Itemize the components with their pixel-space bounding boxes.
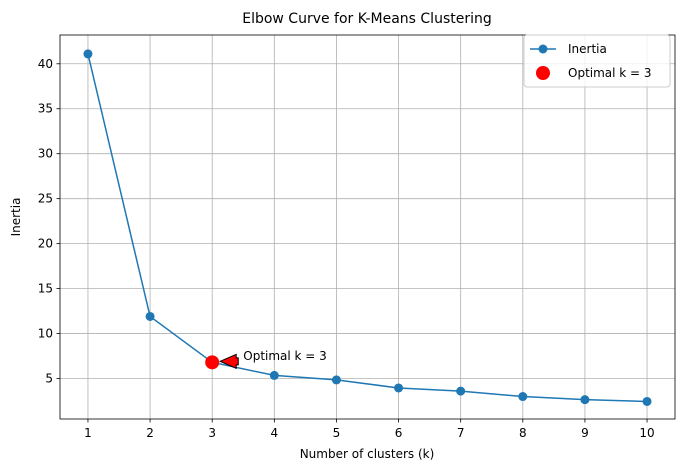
data-point-k6 xyxy=(394,383,404,393)
y-tick-label: 40 xyxy=(38,57,53,71)
x-tick-label: 10 xyxy=(639,426,654,440)
plot-frame xyxy=(59,34,676,420)
axis-ticks: 1 2 3 4 5 6 7 8 9 10 5 10 15 20 25 30 35 40 xyxy=(38,57,655,440)
annotation-arrow xyxy=(218,353,239,370)
legend: Inertia Optimal k = 3 xyxy=(523,34,671,88)
x-tick-label: 5 xyxy=(333,426,341,440)
legend-marker-swatch xyxy=(538,44,548,54)
chart-title: Elbow Curve for K-Means Clustering xyxy=(242,11,492,27)
y-tick-label: 15 xyxy=(38,282,53,296)
x-tick-label: 2 xyxy=(146,426,154,440)
series-layer xyxy=(83,49,652,406)
series-line-inertia xyxy=(87,53,648,403)
x-tick-label: 6 xyxy=(395,426,403,440)
x-tick-label: 7 xyxy=(457,426,465,440)
x-tick-label: 1 xyxy=(84,426,92,440)
y-axis-title: Inertia xyxy=(9,198,23,237)
annotation-label: Optimal k = 3 xyxy=(243,349,327,363)
grid-lines xyxy=(60,35,675,419)
legend-entry-optimal: Optimal k = 3 xyxy=(568,66,652,80)
y-tick-label: 30 xyxy=(38,147,53,161)
optimal-k-marker xyxy=(205,355,220,370)
legend-entry-inertia: Inertia xyxy=(568,42,607,56)
x-tick-label: 9 xyxy=(581,426,589,440)
data-point-k7 xyxy=(456,386,466,396)
y-tick-label: 20 xyxy=(38,237,53,251)
y-tick-label: 25 xyxy=(38,192,53,206)
data-point-k1 xyxy=(83,49,93,59)
data-point-k5 xyxy=(331,375,341,385)
x-tick-label: 4 xyxy=(270,426,278,440)
legend-highlight-swatch xyxy=(536,66,550,80)
plot-area xyxy=(60,35,675,419)
data-point-k4 xyxy=(269,370,279,380)
data-point-k2 xyxy=(145,311,155,321)
y-tick-label: 10 xyxy=(38,327,53,341)
y-tick-label: 35 xyxy=(38,102,53,116)
data-point-k9 xyxy=(580,395,590,405)
annotation-layer: Optimal k = 3 xyxy=(218,349,327,370)
legend-box xyxy=(523,34,671,88)
x-tick-label: 3 xyxy=(208,426,216,440)
y-tick-label: 5 xyxy=(45,372,53,386)
data-point-k10 xyxy=(642,396,652,406)
x-axis-title: Number of clusters (k) xyxy=(300,447,435,461)
x-tick-label: 8 xyxy=(519,426,527,440)
data-point-k8 xyxy=(518,392,528,402)
